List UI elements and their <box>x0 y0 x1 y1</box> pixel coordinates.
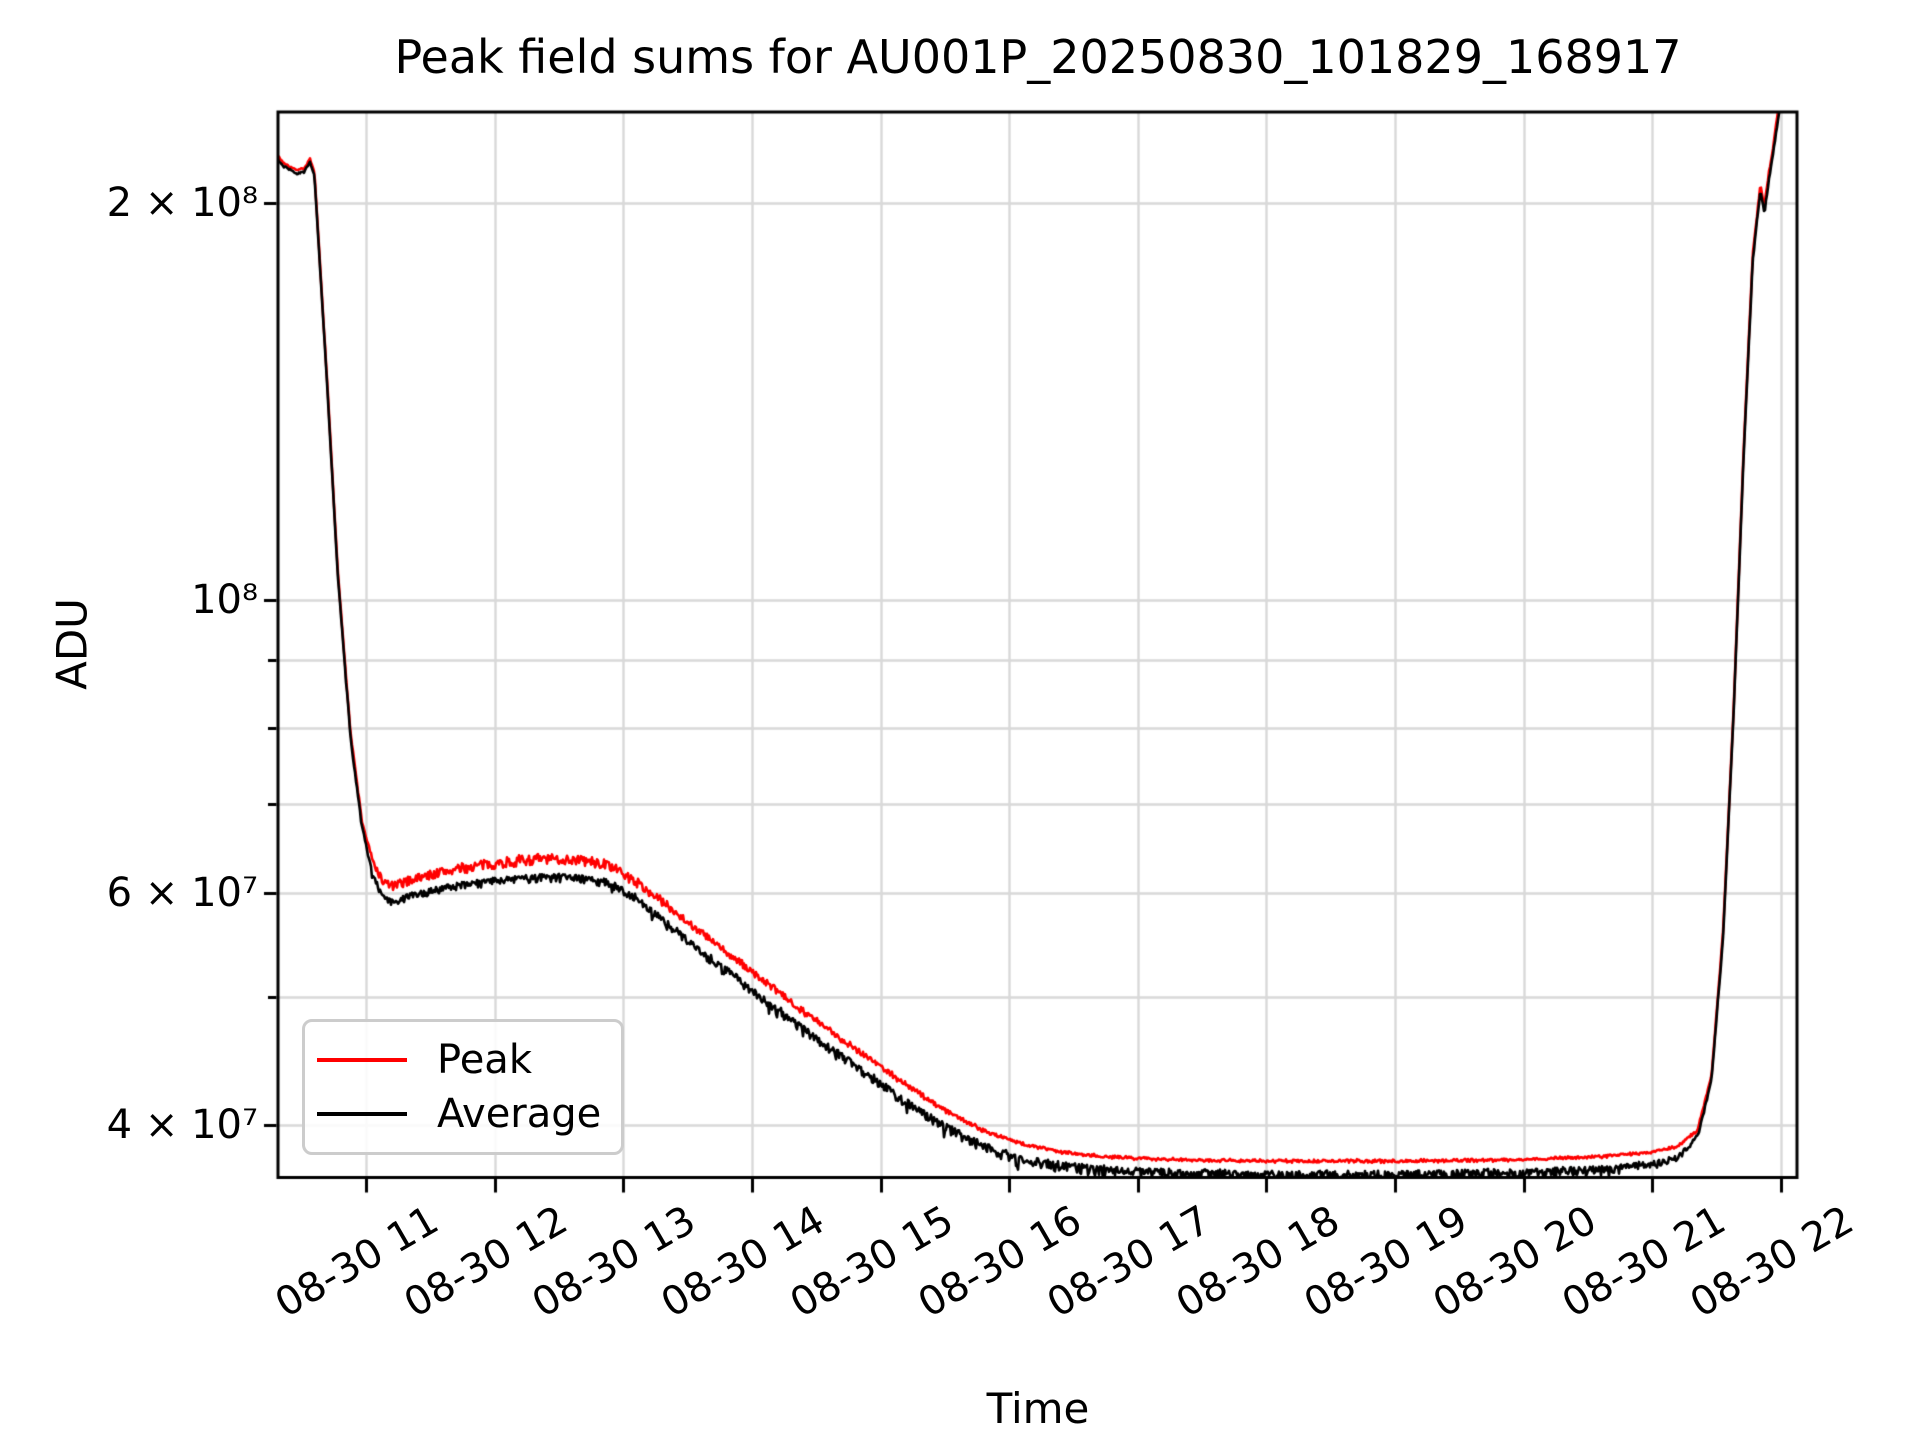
legend-label-peak: Peak <box>437 1037 532 1083</box>
average-line-swatch <box>317 1112 407 1116</box>
chart-title: Peak field sums for AU001P_20250830_1018… <box>394 30 1682 84</box>
y-tick-label: 10⁸ <box>191 577 258 623</box>
y-tick-label: 2 × 10⁸ <box>106 180 258 226</box>
y-tick-label: 6 × 10⁷ <box>106 869 258 916</box>
legend-label-average: Average <box>437 1091 602 1137</box>
y-tick-label: 4 × 10⁷ <box>106 1101 258 1148</box>
x-axis-label: Time <box>986 1384 1090 1433</box>
legend-entry-peak: Peak <box>317 1038 621 1082</box>
legend: Peak Average <box>302 1019 624 1155</box>
y-axis-label: ADU <box>47 598 97 690</box>
legend-entry-average: Average <box>317 1092 621 1136</box>
peak-line-swatch <box>317 1058 407 1062</box>
